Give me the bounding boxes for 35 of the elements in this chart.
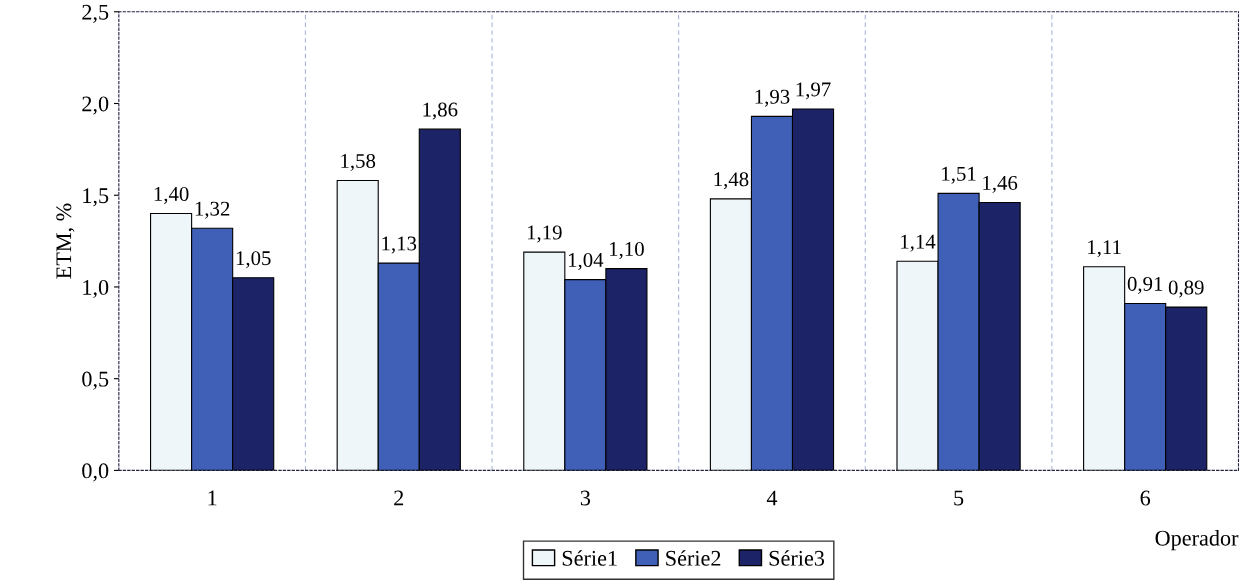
data-label: 1,48 — [714, 172, 749, 190]
data-label: 1,10 — [610, 241, 644, 260]
x-axis-title: Operador — [1155, 530, 1239, 551]
legend-label: Série1 — [562, 550, 617, 566]
data-label: 1,13 — [382, 236, 417, 254]
data-label: 0,89 — [1168, 280, 1204, 298]
legend-label: Série2 — [666, 550, 721, 566]
x-tick-label: 1 — [208, 490, 217, 506]
y-axis-title: ETM, % — [56, 203, 75, 279]
data-label: 1,86 — [423, 102, 458, 120]
x-tick-label: 5 — [954, 490, 964, 506]
data-label: 1,14 — [901, 234, 936, 252]
y-tick-label: 0,0 — [82, 463, 109, 482]
data-label: 1,05 — [236, 251, 271, 269]
data-label: 1,04 — [568, 252, 604, 271]
y-tick-label: 0,5 — [82, 371, 109, 390]
y-tick-label: 1,5 — [83, 188, 109, 207]
data-label: 1,51 — [942, 166, 976, 184]
data-label: 1,32 — [195, 201, 230, 219]
y-tick-label: 1,0 — [83, 279, 109, 299]
x-tick-label: 4 — [766, 490, 778, 506]
data-label: 1,46 — [983, 175, 1018, 193]
data-label: 1,40 — [154, 186, 189, 204]
x-tick-label: 6 — [1140, 490, 1151, 506]
data-label: 1,97 — [796, 82, 831, 100]
data-label: 1,19 — [527, 225, 562, 243]
data-label: 0,91 — [1127, 276, 1163, 294]
y-tick-label: 2,0 — [82, 96, 109, 115]
data-label: 1,58 — [341, 153, 376, 171]
x-tick-label: 3 — [580, 490, 591, 506]
x-tick-label: 2 — [394, 490, 404, 506]
data-label: 1,11 — [1088, 240, 1121, 258]
y-tick-label: 2,5 — [82, 4, 109, 23]
data-label: 1,93 — [755, 89, 790, 107]
legend-label: Série3 — [769, 550, 825, 566]
